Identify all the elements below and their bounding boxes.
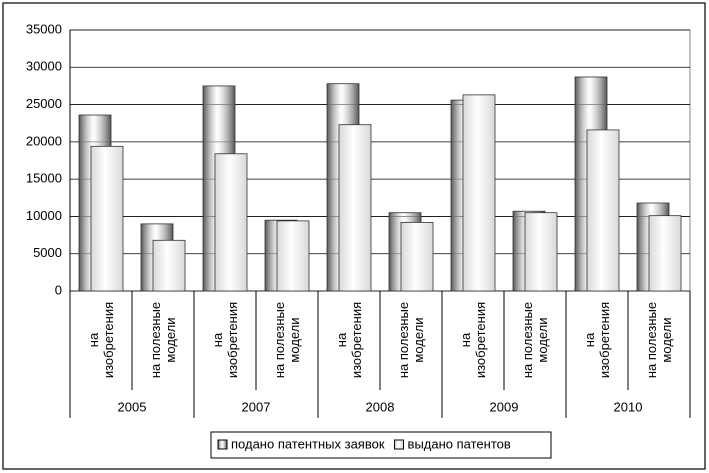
bar: [276, 220, 310, 292]
x-tick-label: на полезные модели: [520, 301, 550, 379]
y-tick-label: 20000: [26, 133, 62, 148]
y-tick-label: 5000: [33, 245, 62, 260]
x-tick-label: на изобретения: [210, 301, 240, 379]
bar: [152, 239, 186, 292]
x-tick-label: на изобретения: [86, 301, 116, 379]
x-tick-label: на полезные модели: [644, 301, 674, 379]
legend-swatch: [217, 439, 228, 450]
group-label: 2009: [490, 399, 519, 414]
y-tick-label: 0: [55, 282, 62, 297]
legend-box: [210, 431, 552, 459]
x-tick-label: на изобретения: [582, 301, 612, 379]
bar: [338, 124, 372, 292]
y-tick-label: 30000: [26, 59, 62, 74]
x-tick-label: на изобретения: [458, 301, 488, 379]
y-tick-label: 15000: [26, 171, 62, 186]
legend-label: выдано патентов: [408, 436, 511, 451]
x-tick-label: на изобретения: [334, 301, 364, 379]
y-tick-label: 25000: [26, 96, 62, 111]
x-tick-label: на полезные модели: [396, 301, 426, 379]
bar: [586, 129, 620, 292]
bar: [90, 145, 124, 292]
bar: [524, 212, 558, 292]
bar: [462, 94, 496, 292]
bar: [400, 221, 434, 292]
group-label: 2008: [366, 399, 395, 414]
x-tick-label: на полезные модели: [148, 301, 178, 379]
group-label: 2005: [118, 399, 147, 414]
legend-swatch: [394, 439, 405, 450]
y-tick-label: 10000: [26, 208, 62, 223]
group-label: 2010: [614, 399, 643, 414]
x-tick-label: на полезные модели: [272, 301, 302, 379]
y-tick-label: 35000: [26, 21, 62, 36]
group-label: 2007: [242, 399, 271, 414]
bar: [214, 153, 248, 292]
legend: подано патентных заявок выдано патентов: [210, 431, 552, 459]
bar: [648, 215, 682, 292]
legend-label: подано патентных заявок: [231, 436, 385, 451]
